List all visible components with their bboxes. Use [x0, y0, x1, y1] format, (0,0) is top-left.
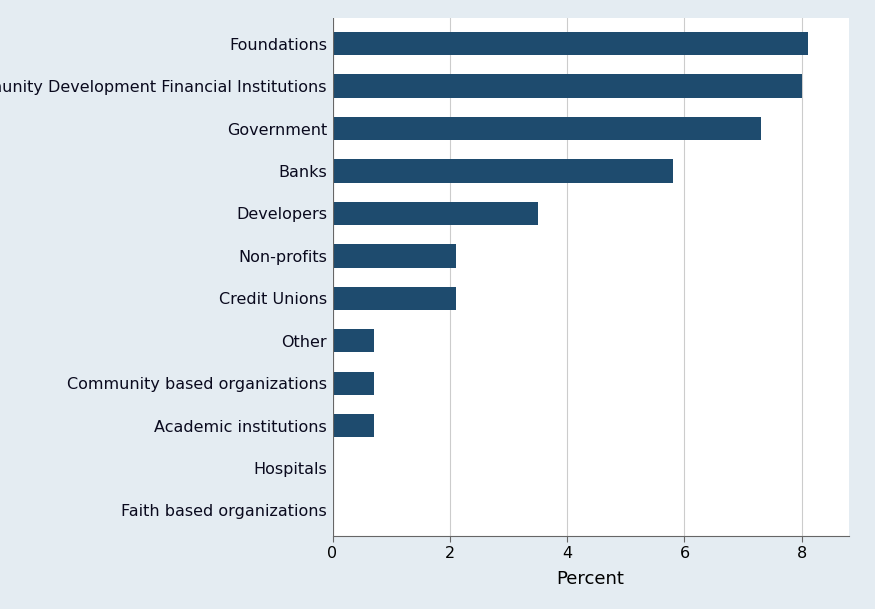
- Bar: [332, 244, 456, 267]
- Bar: [332, 32, 808, 55]
- Bar: [332, 414, 374, 437]
- X-axis label: Percent: Percent: [556, 569, 625, 588]
- Bar: [332, 117, 760, 140]
- Bar: [332, 74, 802, 98]
- Bar: [332, 329, 374, 353]
- Bar: [332, 160, 673, 183]
- Bar: [332, 371, 374, 395]
- Bar: [332, 287, 456, 310]
- Bar: [332, 202, 538, 225]
